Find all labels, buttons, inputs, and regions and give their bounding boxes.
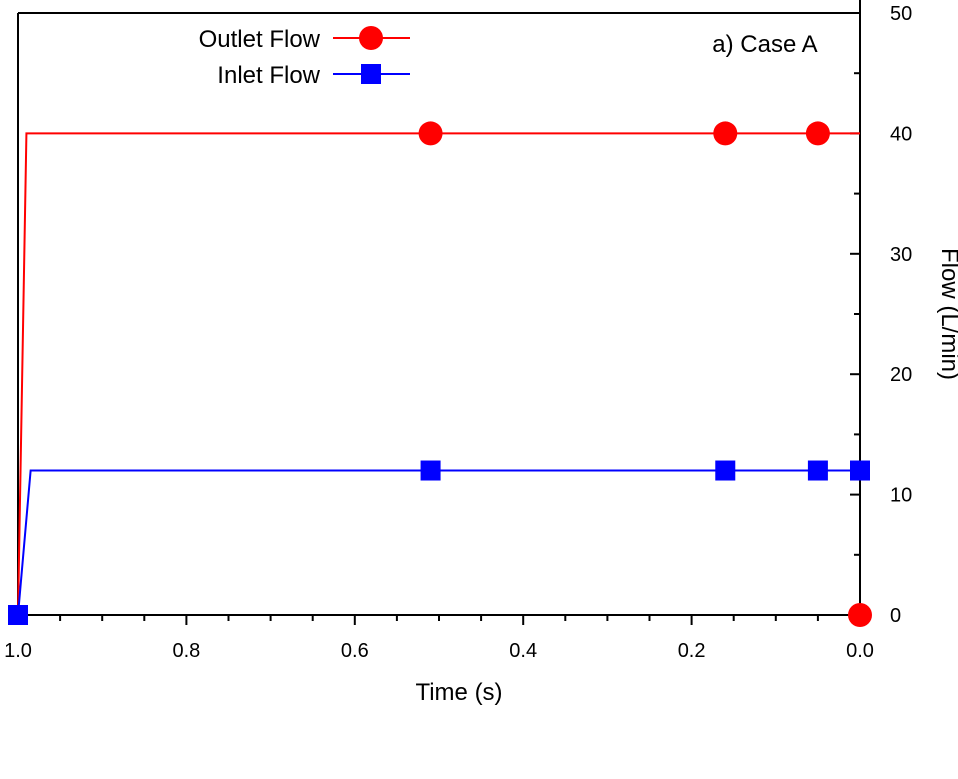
y-tick-label: 10 — [890, 485, 912, 507]
data-point — [715, 460, 736, 481]
legend-label-1: Inlet Flow — [217, 62, 320, 89]
data-point — [418, 121, 443, 146]
series-line-1 — [17, 469, 860, 616]
x-tick-label: 1.0 — [4, 640, 32, 662]
data-point — [420, 460, 441, 481]
y-tick-label: 50 — [890, 3, 912, 25]
y-axis-title: Flow (L/min) — [936, 248, 958, 380]
x-tick-label: 0.2 — [678, 640, 706, 662]
x-tick-label: 0.4 — [509, 640, 537, 662]
series-line-0 — [17, 132, 860, 616]
x-tick-label: 0.8 — [172, 640, 200, 662]
panel-label: a) Case A — [712, 31, 817, 58]
legend-label-0: Outlet Flow — [199, 26, 321, 53]
x-axis-title: Time (s) — [415, 679, 502, 706]
chart-series-layer — [8, 121, 872, 627]
y-tick-label: 30 — [890, 244, 912, 266]
chart-legend: Outlet Flow Inlet Flow — [199, 26, 410, 89]
data-point — [805, 121, 830, 146]
data-point — [8, 605, 28, 625]
data-point — [850, 460, 870, 481]
x-tick-label: 0.6 — [341, 640, 369, 662]
data-point — [807, 460, 828, 481]
data-point — [713, 121, 738, 146]
data-point — [848, 603, 872, 627]
legend-marker-0 — [359, 26, 383, 50]
y-tick-label: 20 — [890, 364, 912, 386]
chart-axes: 0.0 0.2 0.4 0.6 0.8 1.0 0 10 20 30 40 50 — [4, 0, 912, 662]
legend-marker-1 — [361, 64, 381, 84]
y-tick-label: 0 — [890, 605, 901, 627]
y-tick-label: 40 — [890, 123, 912, 145]
x-tick-label: 0.0 — [846, 640, 874, 662]
